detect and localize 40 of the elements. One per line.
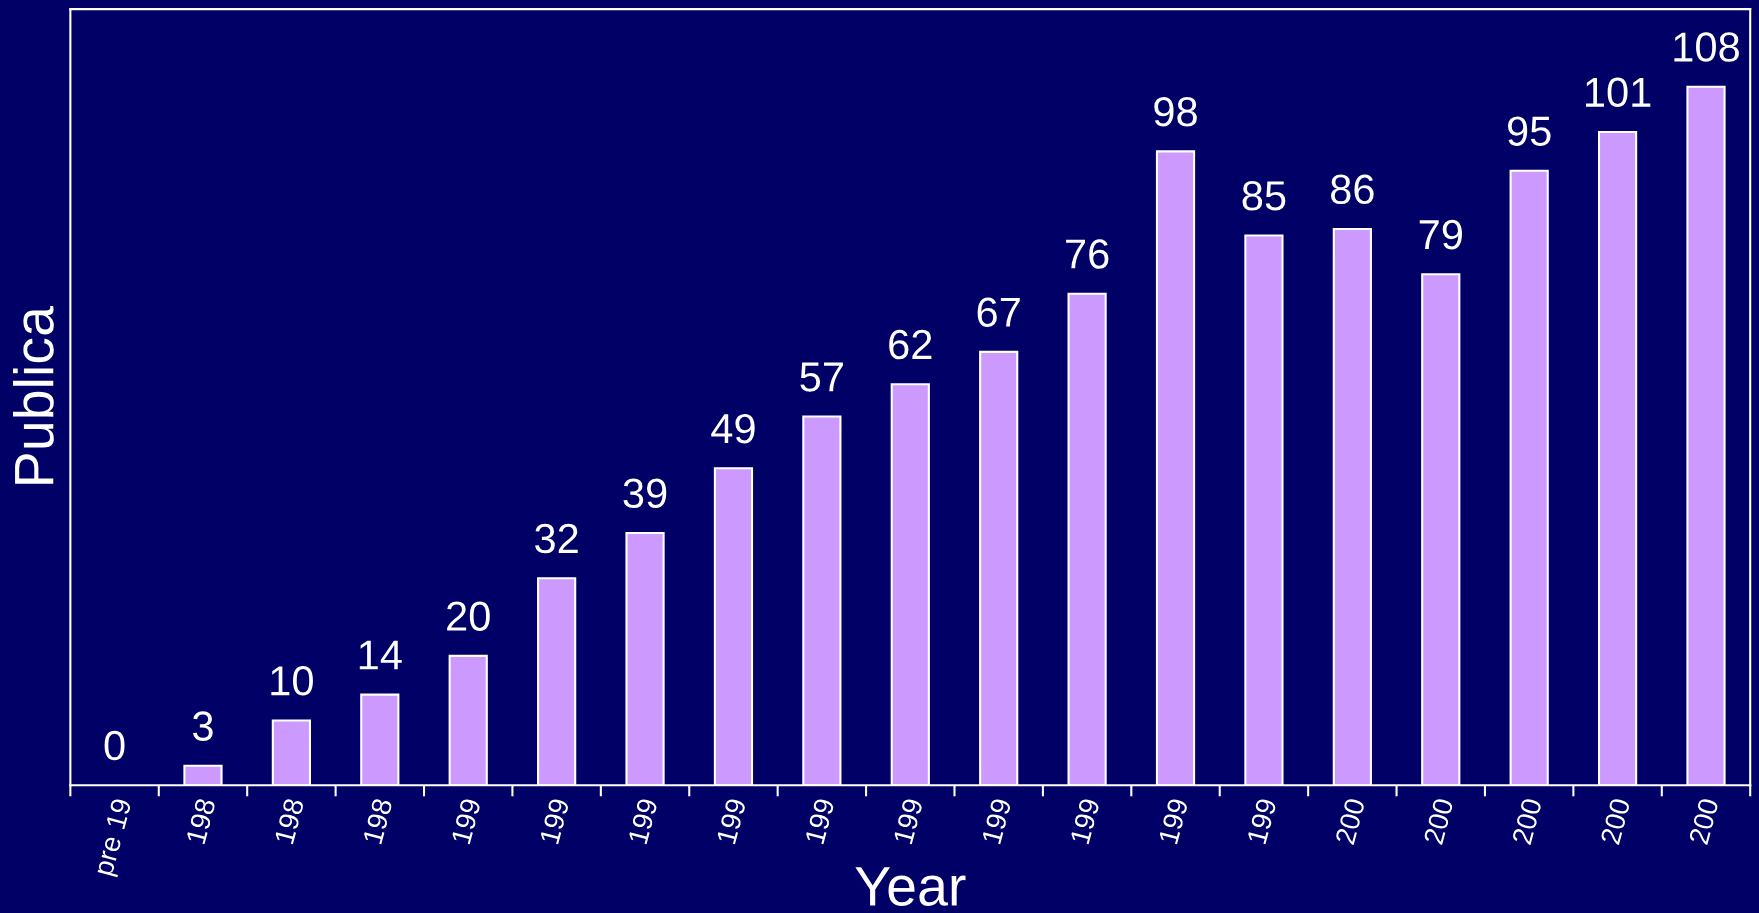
x-tick-label: 200 [1600,797,1631,845]
x-tick-label: 200 [1423,797,1454,845]
data-label: 76 [1066,239,1109,269]
x-tick-label: 199 [804,797,835,845]
x-tick-label: 198 [274,797,305,845]
data-label: 62 [889,329,932,360]
x-tick-label: 199 [539,797,570,845]
data-label: 32 [535,523,578,554]
data-label: 20 [447,601,490,631]
x-axis-title: Year [855,867,966,906]
x-tick-label: 200 [1334,797,1366,845]
data-label: 98 [1154,97,1197,127]
data-label: 85 [1242,181,1286,211]
x-tick-label: 199 [450,797,482,845]
x-tick-label: 199 [716,797,747,845]
x-tick-label: 198 [185,797,216,845]
x-tick-label: pre 19 [93,797,137,878]
data-label: 67 [977,297,1020,327]
x-tick-label: 199 [981,797,1012,845]
data-label: 14 [359,640,402,670]
data-label: 0 [104,730,125,761]
data-label: 10 [271,666,313,696]
data-label: 79 [1419,219,1462,250]
x-tick-label: 200 [1511,797,1543,845]
x-tick-label: 199 [1246,797,1277,845]
data-label: 3 [192,711,213,741]
data-label: 49 [711,413,755,444]
data-label: 86 [1330,174,1374,205]
data-label: 101 [1586,77,1651,108]
x-tick-label: 199 [893,797,924,845]
y-axis-title: Publica [13,306,54,484]
x-tick-label: 199 [627,797,658,845]
x-tick-label: 199 [1158,797,1189,845]
x-tick-label: 200 [1688,797,1719,845]
x-tick-label: 198 [362,797,393,845]
data-label: 108 [1674,32,1739,62]
data-label: 57 [800,362,843,392]
data-label: 95 [1507,116,1551,146]
x-tick-label: 199 [1069,797,1100,845]
data-label: 39 [623,478,667,509]
